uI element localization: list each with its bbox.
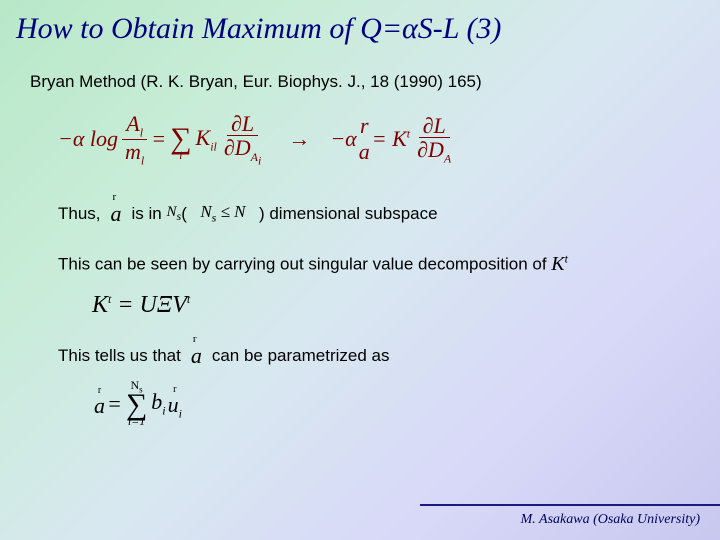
fraction-dL-dD-2: ∂L ∂DA [413, 114, 455, 165]
fraction-dL-dD-1: ∂L ∂DAi [220, 112, 265, 166]
b-sub: i [162, 403, 165, 417]
vector-a-1: r a [359, 113, 370, 165]
N-sym: N [167, 204, 177, 220]
fraction-A-over-m: Al ml [121, 112, 148, 167]
arrow-icon: → [288, 126, 310, 152]
frac3-den-pre: ∂D [417, 137, 444, 162]
Ns-1: Ns [167, 204, 182, 224]
svd-pre: This can be seen by carrying out singula… [58, 255, 551, 274]
vector-a-4: r a [94, 388, 105, 419]
ineq-rhs: N [234, 202, 245, 221]
rhs-t: t [407, 127, 410, 141]
frac1-den: m [125, 139, 141, 164]
tells-post: can be parametrized as [212, 346, 390, 366]
vector-u: r ui [168, 387, 182, 421]
lhs-prefix: −α log [58, 126, 118, 152]
sum-symbol: ∑ i [170, 118, 191, 161]
ineq-op: ≤ [216, 202, 234, 221]
inequality: Ns ≤ N [200, 202, 245, 225]
vector-a-2: ra [111, 201, 122, 227]
slide-title: How to Obtain Maximum of Q=αS-L (3) [0, 0, 720, 46]
close-text: ) dimensional subspace [259, 204, 438, 224]
eq-Kt: = Kt [372, 126, 410, 152]
K-sym: K [196, 125, 211, 150]
method-citation: Bryan Method (R. K. Bryan, Eur. Biophys.… [0, 46, 720, 92]
eq2-t2: t [187, 292, 190, 306]
u-sub: i [179, 406, 182, 420]
frac1-num-sub: l [140, 125, 143, 139]
parametrization-equation: r a = Ns ∑ i=1 bi r ui [0, 369, 720, 427]
frac2-den-sub: A [251, 150, 258, 164]
bi: bi [151, 389, 165, 418]
tells-line: This tells us that ra can be parametrize… [0, 319, 720, 369]
slide: How to Obtain Maximum of Q=αS-L (3) Brya… [0, 0, 720, 540]
thus-line: Thus, ra is in Ns ( Ns ≤ N ) dimensional… [0, 167, 720, 227]
b-sym: b [151, 389, 162, 414]
u-sym: u [168, 392, 179, 417]
rhs-minus-alpha: −α [330, 126, 356, 152]
frac3-den-sub: A [444, 151, 451, 165]
eq3-equals: = [107, 391, 122, 417]
is-in-label: is in [132, 204, 162, 224]
frac2-num: ∂L [227, 112, 258, 136]
eq2-body: = UΞV [111, 292, 187, 318]
footer-divider [420, 504, 720, 506]
eq3-a: a [94, 393, 105, 419]
sum-bot: i=1 [128, 417, 145, 427]
frac2-den-pre: ∂D [224, 135, 251, 160]
ineq-lhs: N [200, 202, 211, 221]
a-sym-1: a [359, 139, 370, 165]
frac1-den-sub: l [141, 153, 144, 167]
equals-1: = [151, 126, 166, 152]
derivation-equation: −α log Al ml = ∑ i Kil ∂L ∂DAi → −α r a … [0, 92, 720, 167]
eq2-K: K [92, 292, 108, 318]
frac2-den-sub2: i [258, 153, 261, 167]
svd-equation: Kt = UΞVt [0, 276, 720, 319]
K-inline: K [551, 253, 564, 275]
svd-sentence: This can be seen by carrying out singula… [0, 227, 720, 276]
frac3-num: ∂L [419, 114, 450, 138]
thus-label: Thus, [58, 204, 101, 224]
t-inline: t [565, 251, 568, 265]
footer-attribution: M. Asakawa (Osaka University) [521, 512, 700, 528]
Kt-inline: Kt [551, 253, 568, 275]
sum-index: i [179, 151, 182, 161]
frac1-num: A [126, 111, 139, 136]
K-sub: il [210, 139, 217, 153]
rhs-eq: = K [372, 126, 407, 151]
vector-a-3: ra [191, 343, 202, 369]
K-il: Kil [196, 125, 217, 154]
sum-symbol-2: Ns ∑ i=1 [126, 381, 147, 427]
tells-pre: This tells us that [58, 346, 181, 366]
